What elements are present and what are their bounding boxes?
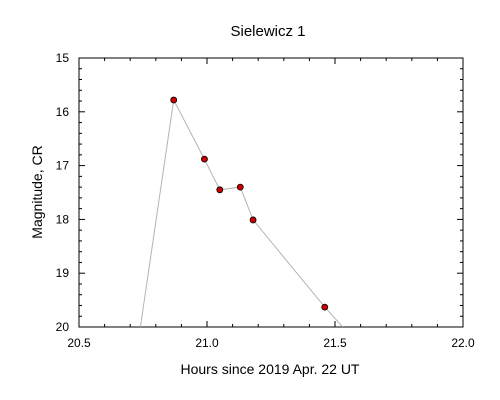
series-line — [139, 98, 344, 327]
chart-title: Sielewicz 1 — [230, 23, 305, 40]
data-point — [249, 216, 257, 224]
x-tick-label: 20.5 — [67, 336, 91, 350]
x-tick-label: 21.0 — [195, 336, 219, 350]
data-point — [216, 186, 224, 194]
data-point — [321, 303, 329, 311]
y-tick-label: 19 — [56, 266, 70, 280]
y-tick-label: 15 — [56, 51, 70, 65]
data-point — [201, 155, 208, 163]
x-axis-label: Hours since 2019 Apr. 22 UT — [181, 361, 360, 377]
x-tick-label: 21.5 — [323, 336, 347, 350]
y-tick-label: 16 — [56, 105, 70, 119]
data-point — [170, 96, 178, 104]
plot-frame — [78, 57, 464, 328]
axis-ticks — [78, 57, 464, 328]
y-tick-label: 20 — [56, 320, 70, 334]
plot-area — [139, 96, 344, 327]
y-tick-label: 17 — [56, 159, 70, 173]
y-tick-labels: 15 16 17 18 19 20 — [56, 51, 70, 334]
x-tick-labels: 20.5 21.0 21.5 22.0 — [67, 336, 475, 350]
y-tick-label: 18 — [56, 212, 70, 226]
y-axis-label: Magnitude, CR — [29, 145, 45, 238]
data-point — [236, 183, 244, 191]
x-tick-label: 22.0 — [451, 336, 475, 350]
